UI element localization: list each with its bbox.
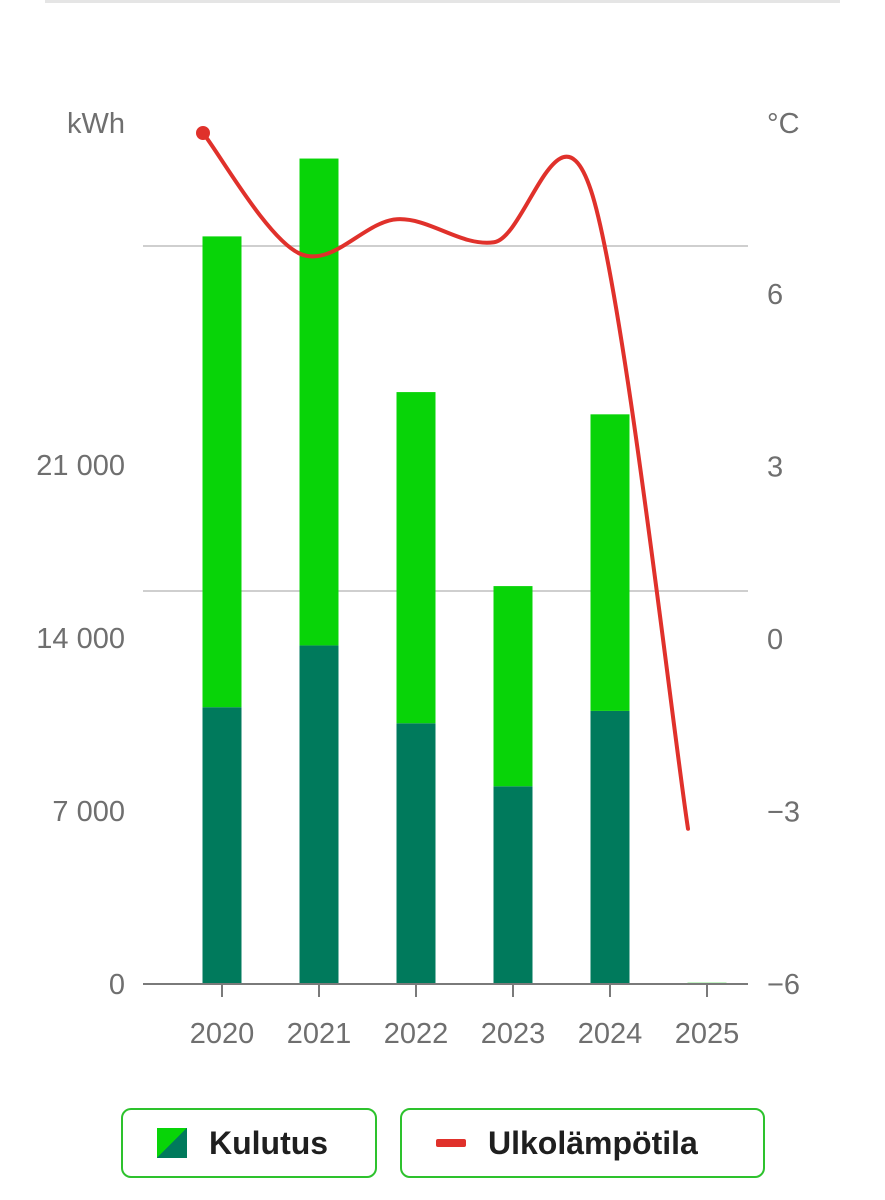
x-label-2022: 2022 [384,1018,449,1050]
x-label-2024: 2024 [578,1018,643,1050]
legend-ulkolampotila-button[interactable]: Ulkolämpötila [400,1108,765,1178]
bar-top-2021 [299,158,339,646]
x-label-2025: 2025 [675,1018,740,1050]
bar-base-2023 [493,786,533,984]
bar-top-2024 [590,414,630,711]
bar-top-2022 [396,392,436,724]
bar-top-2023 [493,586,533,787]
y-right-tick-3: 3 [767,452,783,484]
y-right-tick-1: −3 [767,797,800,829]
y-right-tick-4: 6 [767,279,783,311]
y-left-tick-3: 21 000 [36,450,125,482]
legend-kulutus-label: Kulutus [209,1124,329,1161]
bar-top-2020 [202,236,242,708]
y-right-tick-2: 0 [767,624,783,656]
y-right-tick-0: −6 [767,969,800,1001]
temperature-line [201,131,690,831]
y-left-unit-label: kWh [67,108,125,140]
x-label-2020: 2020 [190,1018,255,1050]
energy-chart: 2020 2021 2022 2023 2024 2025 kWh 0 7 000 14 000 2… [36,108,800,1050]
bar-base-2021 [299,645,339,984]
top-divider [45,0,840,3]
legend-kulutus-button[interactable]: Kulutus [121,1108,377,1178]
x-label-2023: 2023 [481,1018,546,1050]
bar-base-2022 [396,723,436,984]
y-left-tick-1: 7 000 [52,796,125,828]
ulkolampotila-swatch-icon [436,1139,466,1147]
temperature-start-point [196,126,210,140]
legend-ulkolampotila-label: Ulkolämpötila [488,1124,698,1161]
bar-base-2024 [590,710,630,984]
kulutus-swatch-icon [157,1128,187,1158]
y-left-tick-2: 14 000 [36,623,125,655]
bar-base-2020 [202,707,242,984]
x-label-2021: 2021 [287,1018,352,1050]
y-left-tick-0: 0 [109,969,125,1001]
y-right-unit-label: °C [767,108,800,140]
